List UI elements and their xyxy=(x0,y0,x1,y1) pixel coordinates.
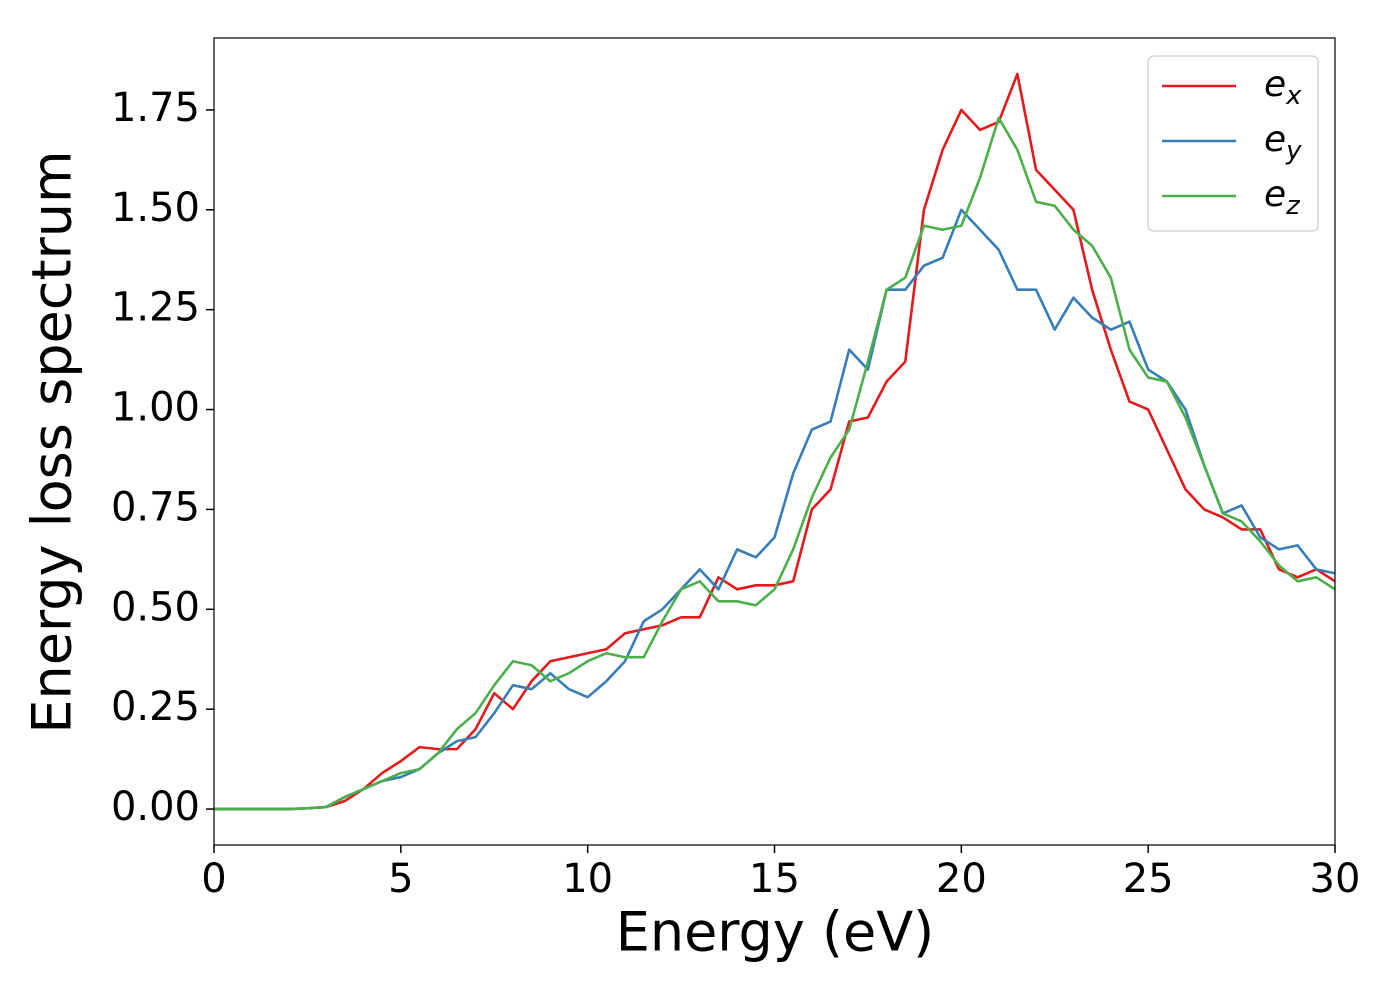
y-tick-label: 1.25 xyxy=(111,285,200,331)
y-tick-label: 0.50 xyxy=(111,584,200,630)
y-tick-label: 0.00 xyxy=(111,784,200,830)
x-axis-label: Energy (eV) xyxy=(616,901,935,964)
legend-label: ex xyxy=(1264,64,1302,111)
y-tick-label: 0.75 xyxy=(111,484,200,530)
x-tick-label: 10 xyxy=(562,856,613,902)
plot-frame xyxy=(213,37,1336,846)
legend-box xyxy=(1147,55,1319,232)
y-axis-label: Energy loss spectrum xyxy=(21,150,84,733)
y-tick-label: 1.50 xyxy=(111,185,200,231)
x-tick-label: 25 xyxy=(1123,856,1174,902)
y-tick-label: 1.75 xyxy=(111,85,200,131)
y-tick-label: 1.00 xyxy=(111,385,200,431)
x-tick-label: 30 xyxy=(1310,856,1361,902)
series-line xyxy=(214,208,1335,811)
series-line xyxy=(214,72,1335,811)
y-tick-label: 0.25 xyxy=(111,684,200,730)
legend-label: ey xyxy=(1264,119,1302,166)
series-line xyxy=(214,116,1335,811)
legend-label: ez xyxy=(1264,174,1301,221)
x-tick-label: 15 xyxy=(749,856,800,902)
x-tick-label: 5 xyxy=(388,856,413,902)
x-tick-label: 0 xyxy=(201,856,226,902)
x-tick-label: 20 xyxy=(936,856,987,902)
